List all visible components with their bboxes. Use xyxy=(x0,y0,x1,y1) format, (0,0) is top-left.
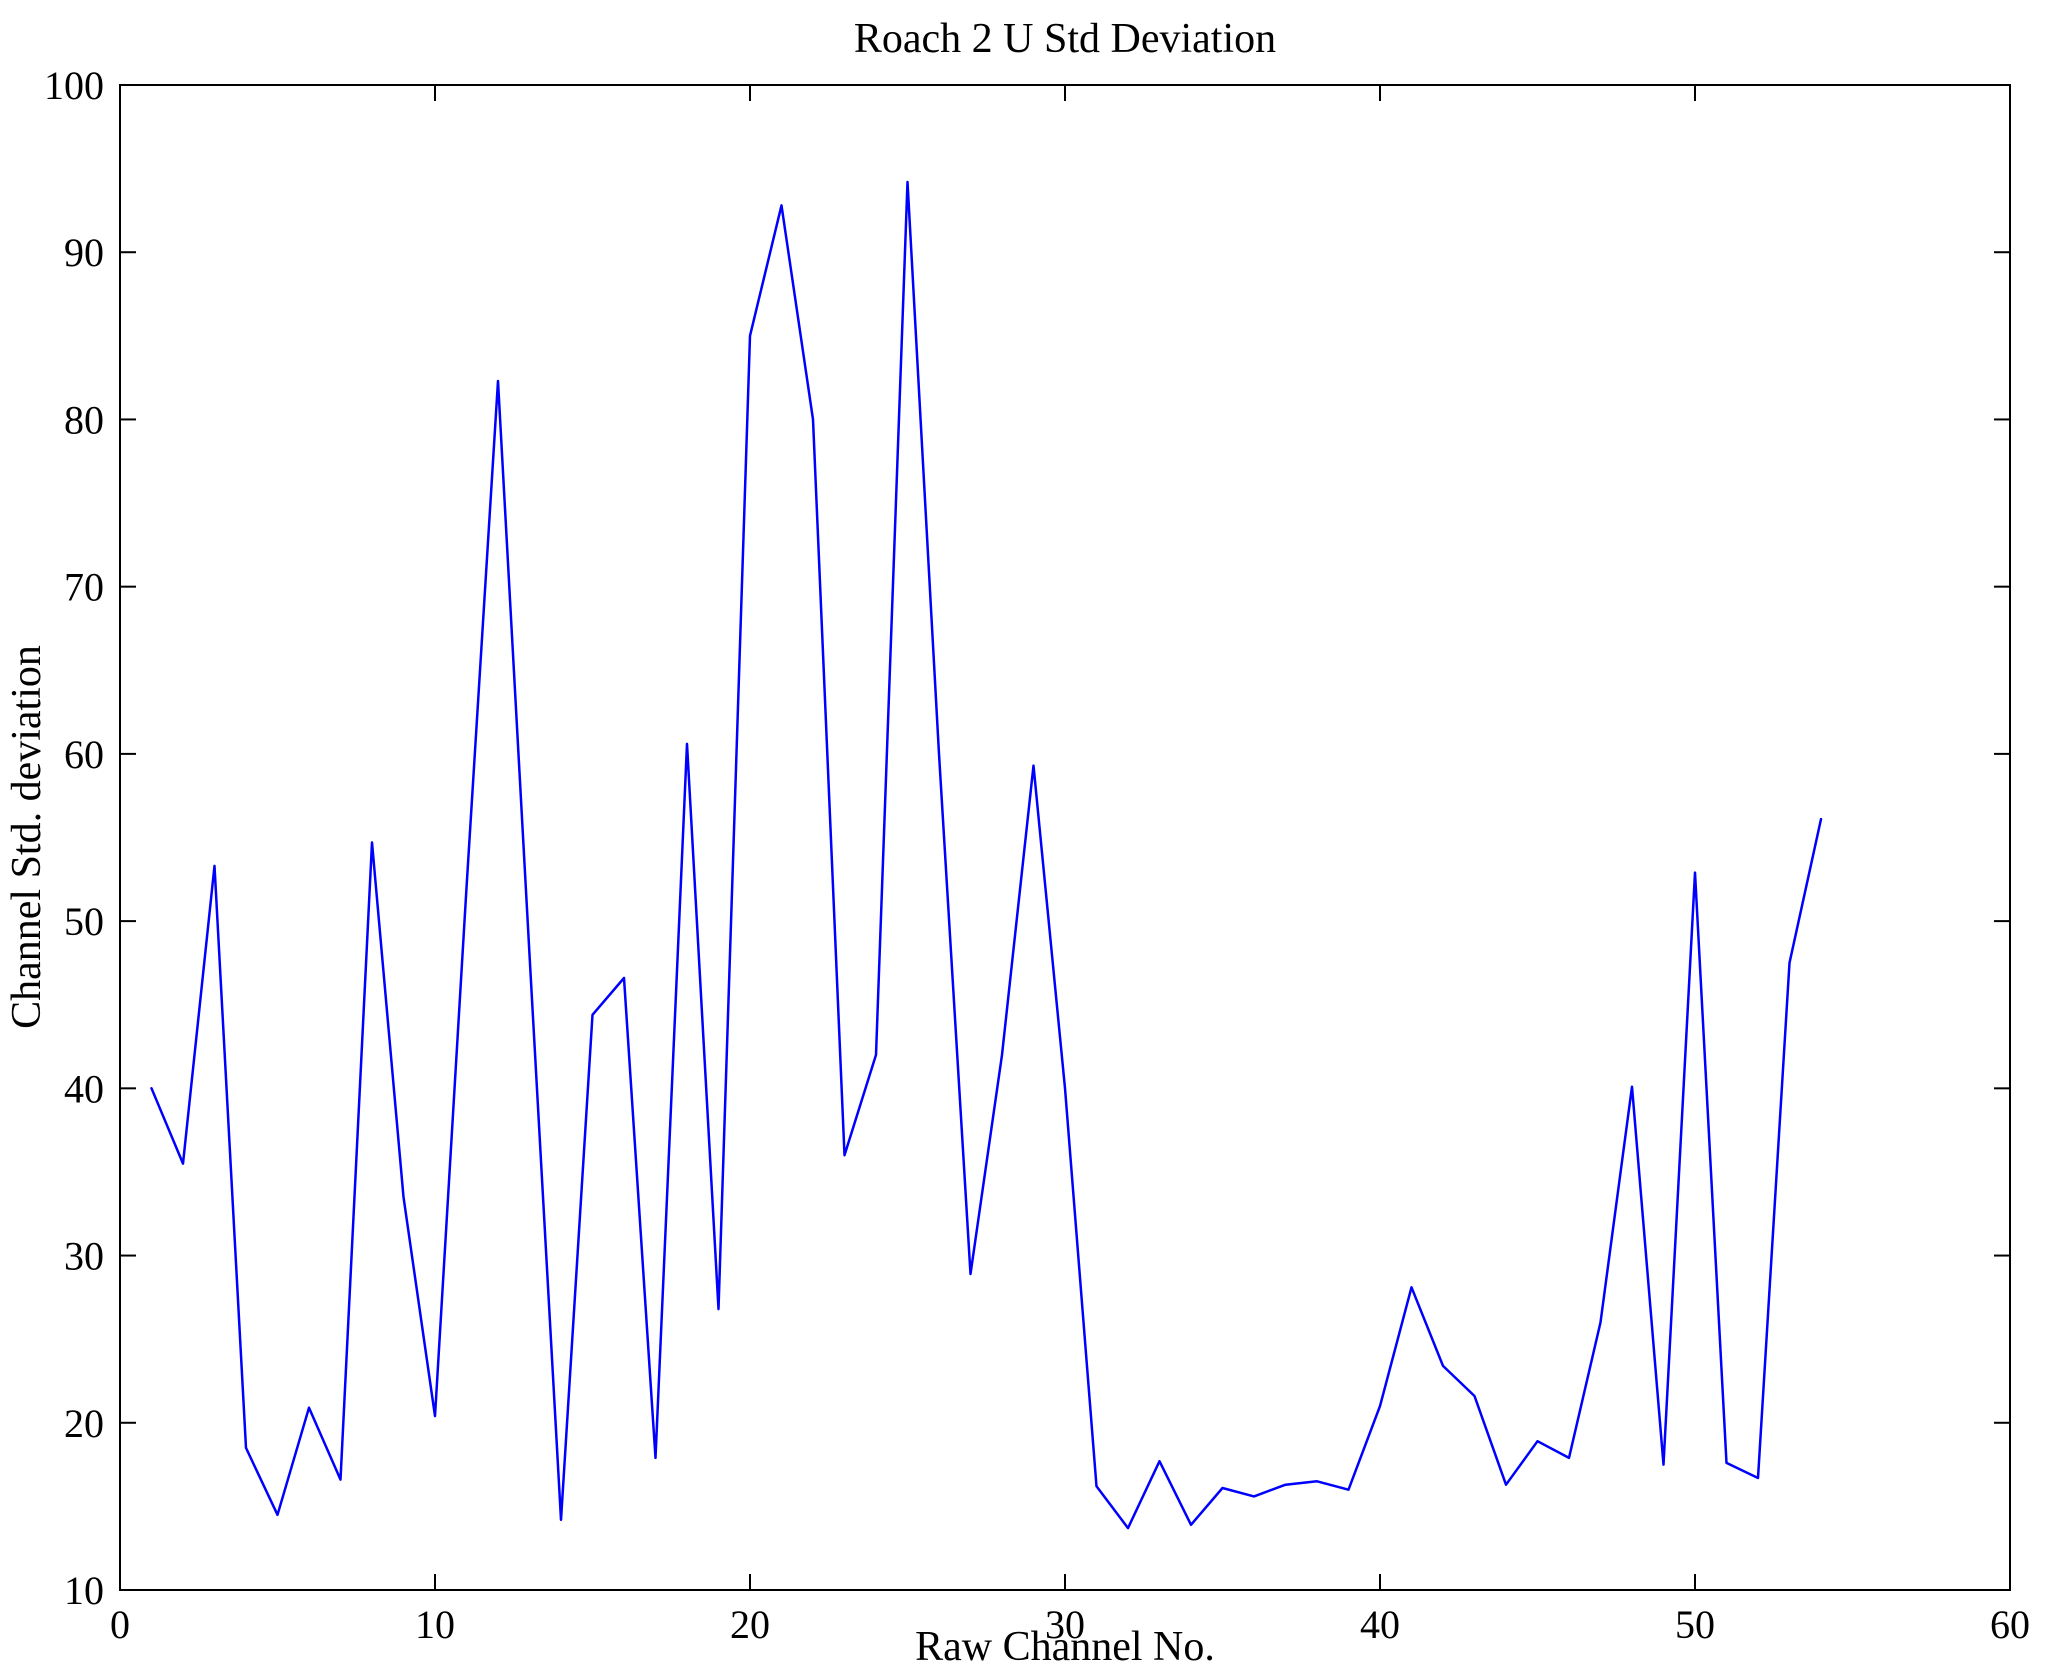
chart-title: Roach 2 U Std Deviation xyxy=(854,16,1276,62)
x-tick-label: 0 xyxy=(110,1602,130,1647)
y-tick-label: 90 xyxy=(64,230,104,275)
y-tick-label: 50 xyxy=(64,899,104,944)
x-tick-label: 10 xyxy=(415,1602,455,1647)
x-tick-label: 20 xyxy=(730,1602,770,1647)
data-line-group xyxy=(150,180,1823,1530)
x-tick-label: 40 xyxy=(1360,1602,1400,1647)
x-tick-label: 60 xyxy=(1990,1602,2030,1647)
y-tick-label: 60 xyxy=(64,732,104,777)
y-tick-label: 80 xyxy=(64,397,104,442)
y-tick-label: 100 xyxy=(44,63,104,108)
y-tick-label: 30 xyxy=(64,1234,104,1279)
axes-box xyxy=(119,84,2011,1591)
y-tick-label: 20 xyxy=(64,1401,104,1446)
y-axis-label: Channel Std. deviation xyxy=(4,645,50,1029)
y-tick-label: 40 xyxy=(64,1066,104,1111)
x-tick-label: 30 xyxy=(1045,1602,1085,1647)
y-tick-label: 10 xyxy=(64,1568,104,1613)
x-axis-label: Raw Channel No. xyxy=(915,1624,1215,1670)
data-line xyxy=(150,180,1823,1530)
x-tick-label: 50 xyxy=(1675,1602,1715,1647)
y-tick-label: 70 xyxy=(64,565,104,610)
